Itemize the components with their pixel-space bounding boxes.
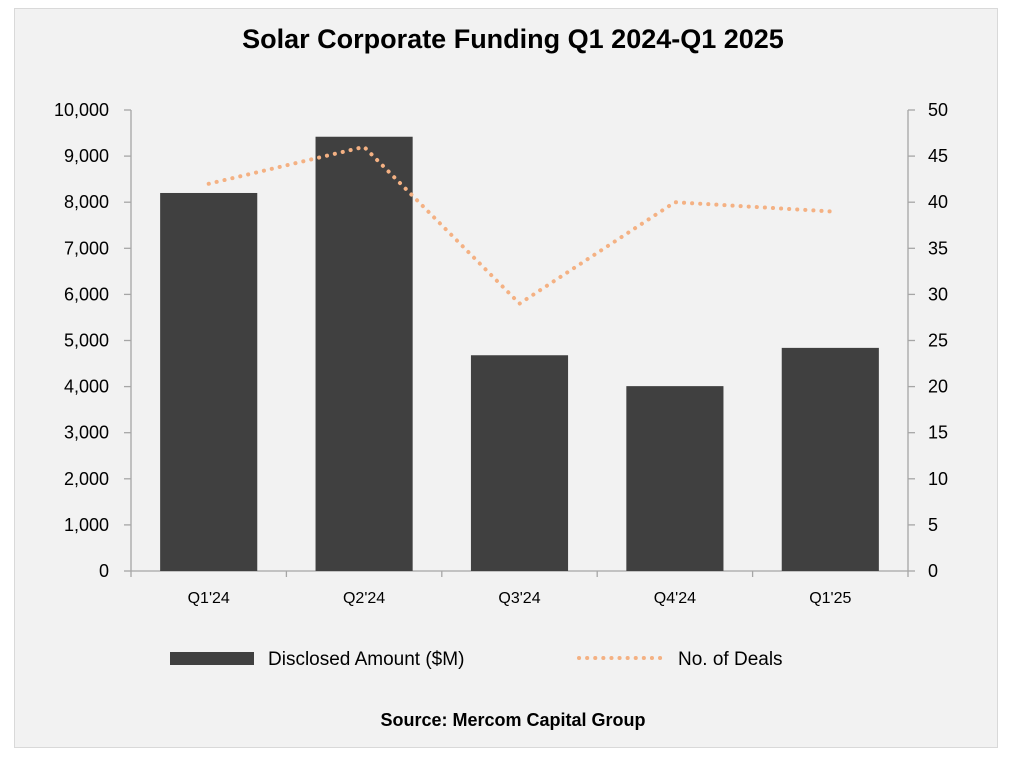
source-note: Source: Mercom Capital Group [380, 710, 645, 730]
y-right-tick-label: 40 [928, 192, 948, 212]
y-left-tick-label: 7,000 [64, 238, 109, 258]
legend: Disclosed Amount ($M) No. of Deals [170, 649, 783, 670]
y-left-tick-label: 5,000 [64, 331, 109, 351]
y-right-tick-label: 45 [928, 146, 948, 166]
legend-label-disclosed-amount: Disclosed Amount ($M) [268, 649, 464, 670]
y-right-tick-label: 50 [928, 100, 948, 120]
x-tick-label: Q1'25 [809, 590, 851, 607]
y-right-tick-label: 25 [928, 331, 948, 351]
bar [470, 355, 569, 571]
y-left-tick-label: 9,000 [64, 146, 109, 166]
y-right-tick-label: 30 [928, 284, 948, 304]
y-left-tick-label: 3,000 [64, 423, 109, 443]
y-left-tick-label: 8,000 [64, 192, 109, 212]
legend-swatch-bar [170, 652, 254, 665]
y-right-tick-label: 5 [928, 515, 938, 535]
deals-line [206, 144, 833, 307]
x-tick-label: Q1'24 [188, 590, 230, 607]
y-left-tick-label: 1,000 [64, 515, 109, 535]
x-tick-label: Q4'24 [654, 590, 696, 607]
chart-title: Solar Corporate Funding Q1 2024-Q1 2025 [242, 24, 784, 54]
y-right-tick-label: 0 [928, 561, 938, 581]
y-left-tick-label: 10,000 [54, 100, 109, 120]
y-right-tick-label: 20 [928, 377, 948, 397]
legend-label-no-of-deals: No. of Deals [678, 649, 783, 670]
bar [781, 347, 879, 571]
x-tick-label: Q2'24 [343, 590, 385, 607]
x-tick-label: Q3'24 [498, 590, 540, 607]
y-left-tick-label: 4,000 [64, 377, 109, 397]
y-right-tick-label: 10 [928, 469, 948, 489]
y-left-tick-label: 0 [99, 561, 109, 581]
plot-area: 0 1,000 2,000 3,000 4,000 5,000 6,000 7,000 8,00… [54, 100, 948, 607]
y-left-tick-label: 6,000 [64, 284, 109, 304]
y-right-tick-label: 15 [928, 423, 948, 443]
bar [315, 136, 413, 571]
bar [626, 386, 724, 571]
y-right-tick-label: 35 [928, 238, 948, 258]
y-left-tick-label: 2,000 [64, 469, 109, 489]
bar [160, 192, 258, 572]
